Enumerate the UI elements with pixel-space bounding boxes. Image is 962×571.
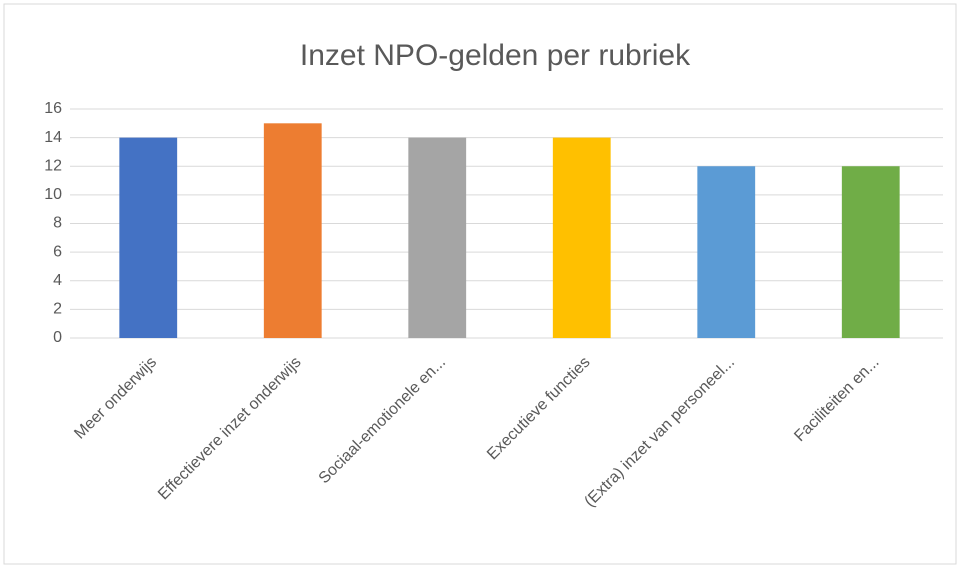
y-tick-label: 8	[53, 215, 62, 232]
y-tick-label: 16	[44, 100, 62, 117]
y-tick-label: 12	[44, 157, 62, 174]
y-tick-label: 14	[44, 129, 62, 146]
bar	[841, 166, 900, 338]
y-tick-label: 6	[53, 243, 62, 260]
bar	[119, 137, 178, 338]
y-tick-label: 4	[53, 272, 62, 289]
y-tick-label: 10	[44, 186, 62, 203]
bar	[408, 137, 467, 338]
chart-title: Inzet NPO-gelden per rubriek	[300, 39, 691, 72]
y-tick-label: 0	[53, 329, 62, 346]
bar	[697, 166, 756, 338]
bar	[552, 137, 611, 338]
y-tick-label: 2	[53, 301, 62, 318]
bar	[263, 123, 322, 338]
